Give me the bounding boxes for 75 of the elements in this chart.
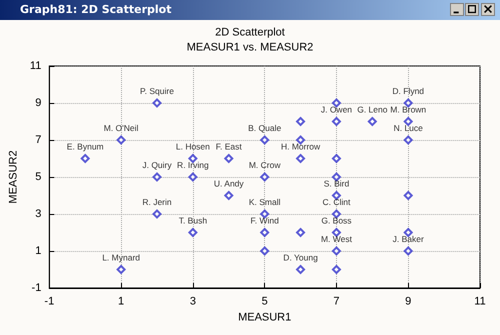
chart-subtitle: MEASUR1 vs. MEASUR2	[186, 42, 314, 54]
point	[332, 154, 341, 163]
data-label: T. Bush	[178, 216, 208, 226]
x-tick-label: 5	[262, 296, 268, 308]
data-label: D. Flynd	[392, 86, 424, 96]
data-label: J. Owen	[320, 104, 352, 114]
y-tick-label: 7	[35, 134, 42, 146]
point	[152, 172, 162, 182]
y-tick-label: -1	[32, 282, 42, 294]
data-label: D. Young	[283, 252, 318, 262]
data-label: R. Jerin	[142, 197, 172, 207]
point	[224, 154, 234, 163]
x-tick-label: -1	[44, 296, 54, 308]
data-label: P. Squire	[140, 86, 174, 96]
data-label: C. Clint	[322, 197, 352, 207]
data-label: G. Boss	[321, 216, 352, 226]
data-label: G. Leno	[357, 104, 388, 114]
point	[260, 246, 270, 256]
point	[296, 265, 306, 274]
point	[116, 265, 126, 274]
point	[188, 172, 198, 182]
data-label: M. O'Neil	[104, 123, 139, 133]
data-label: F. Wind	[250, 216, 280, 226]
point	[404, 191, 413, 200]
data-label: M. Brown	[390, 104, 426, 114]
point	[152, 210, 162, 218]
point	[260, 172, 270, 182]
data-label: E. Bynum	[66, 142, 104, 152]
data-label: N. Luce	[394, 123, 424, 133]
data-label: H. Morrow	[280, 142, 322, 152]
data-label: F. East	[216, 142, 242, 152]
point	[296, 228, 306, 237]
point	[404, 136, 413, 144]
y-tick-label: 11	[30, 60, 42, 72]
x-tick-label: 3	[190, 296, 196, 308]
point	[404, 117, 413, 126]
y-tick-label: 5	[35, 171, 42, 183]
y-tick-label: 1	[35, 245, 42, 257]
x-tick-label: 9	[405, 296, 412, 308]
y-axis-title: MEASUR2	[8, 150, 20, 204]
point	[332, 265, 341, 274]
data-label: B. Quale	[248, 123, 282, 133]
point	[332, 117, 341, 126]
point	[404, 246, 413, 256]
data-label: R. Irving	[177, 160, 209, 170]
point	[188, 228, 198, 237]
y-tick-label: 3	[35, 208, 42, 220]
x-tick-label: 11	[474, 296, 486, 308]
point	[260, 228, 270, 237]
data-label: J. Baker	[392, 234, 424, 244]
data-label: M. Crow	[248, 160, 282, 170]
caption: Graph81: 2D Scatterplot	[20, 3, 172, 16]
data-label: L. Hosen	[176, 142, 210, 152]
chart-title: 2D Scatterplot	[215, 26, 285, 38]
point	[116, 136, 126, 144]
data-label: K. Small	[248, 197, 281, 207]
point	[296, 154, 306, 163]
x-axis-title: MEASUR1	[238, 311, 292, 324]
data-label: L. Mynard	[102, 252, 140, 262]
point	[80, 154, 90, 163]
point	[224, 191, 234, 200]
point	[152, 98, 162, 108]
point	[332, 210, 341, 218]
data-label: M. West	[320, 234, 353, 244]
point	[368, 117, 377, 126]
point	[296, 117, 306, 126]
point	[260, 136, 270, 144]
point	[332, 246, 341, 256]
data-label: S. Bird	[324, 178, 350, 188]
point	[332, 228, 341, 237]
x-tick-label: 1	[118, 296, 124, 308]
data-label: U. Andy	[214, 178, 244, 188]
x-tick-label: 7	[333, 296, 340, 308]
data-label: J. Quiry	[142, 160, 172, 170]
y-tick-label: 9	[35, 97, 42, 109]
